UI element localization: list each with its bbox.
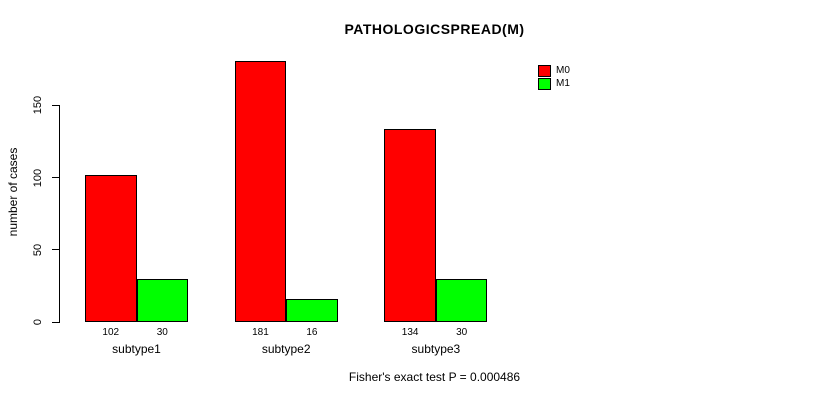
y-tick-mark	[52, 104, 59, 106]
bar-m1-subtype1	[136, 278, 188, 322]
fisher-test-annotation: Fisher's exact test P = 0.000486	[348, 370, 521, 384]
legend-swatch-m0	[538, 65, 551, 77]
bar-value-label: 30	[456, 327, 468, 338]
y-tick-label: 100	[32, 168, 44, 187]
bar-value-label: 30	[156, 327, 168, 338]
category-label-subtype1: subtype1	[112, 342, 161, 356]
y-tick-mark	[52, 249, 59, 251]
legend-label: M0	[556, 65, 570, 76]
bar-m1-subtype3	[435, 278, 488, 322]
legend: M0 M1	[538, 65, 570, 91]
category-label-subtype2: subtype2	[261, 342, 311, 356]
y-tick-label: 50	[32, 243, 44, 256]
bar-value-label: 134	[401, 327, 419, 338]
bar-value-label: 102	[102, 327, 120, 338]
y-tick-mark	[52, 321, 59, 323]
legend-item-m0: M0	[538, 65, 570, 77]
bar-m0-subtype1	[85, 174, 137, 322]
bar-value-label: 181	[252, 327, 269, 338]
bar-value-label: 16	[306, 327, 318, 338]
bar-m1-subtype2	[286, 298, 338, 322]
y-axis-label: number of cases	[6, 147, 20, 237]
y-tick-mark	[52, 177, 59, 179]
legend-label: M1	[556, 78, 570, 89]
bar-m0-subtype2	[234, 60, 287, 322]
bar-m0-subtype3	[384, 128, 436, 322]
legend-item-m1: M1	[538, 78, 570, 90]
chart-title: PATHOLOGICSPREAD(M)	[344, 21, 525, 37]
y-tick-label: 150	[32, 96, 44, 115]
legend-swatch-m1	[538, 78, 551, 90]
y-tick-label: 0	[32, 318, 44, 326]
y-axis-line	[59, 105, 60, 323]
category-label-subtype3: subtype3	[411, 342, 461, 356]
